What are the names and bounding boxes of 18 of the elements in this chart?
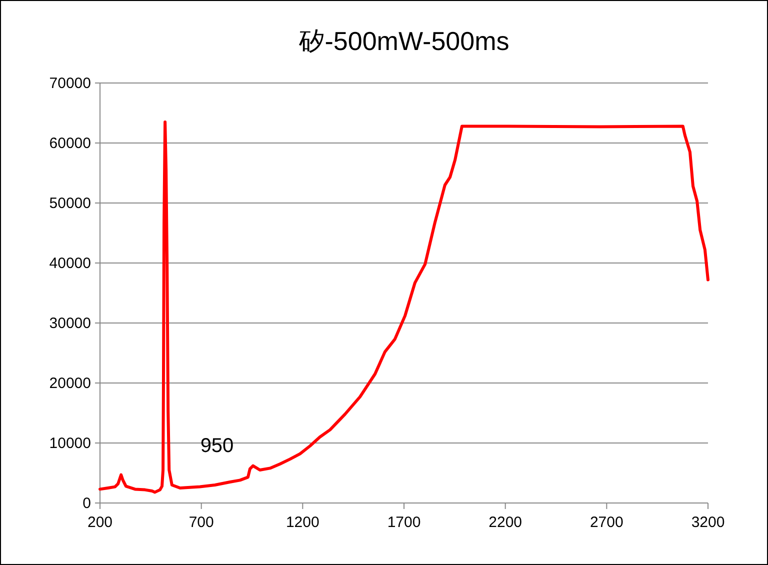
x-tick-label: 2700 bbox=[590, 514, 624, 531]
y-tick-label: 0 bbox=[82, 495, 91, 512]
y-tick-label: 10000 bbox=[49, 435, 91, 452]
chart-title: 矽-500mW-500ms bbox=[298, 26, 510, 56]
annotation: 950 bbox=[200, 434, 234, 457]
y-tick-label: 30000 bbox=[49, 315, 91, 332]
x-tick-label: 200 bbox=[87, 514, 113, 531]
x-tick-label: 1200 bbox=[286, 514, 320, 531]
x-tick-label: 700 bbox=[188, 514, 214, 531]
y-tick-label: 40000 bbox=[49, 255, 91, 272]
x-tick-label: 1700 bbox=[387, 514, 421, 531]
y-tick-label: 20000 bbox=[49, 375, 91, 392]
y-tick-label: 70000 bbox=[49, 75, 91, 92]
y-tick-label: 60000 bbox=[49, 135, 91, 152]
y-tick-label: 50000 bbox=[49, 195, 91, 212]
x-tick-label: 3200 bbox=[691, 514, 725, 531]
x-tick-label: 2200 bbox=[488, 514, 522, 531]
line-series bbox=[98, 120, 710, 494]
